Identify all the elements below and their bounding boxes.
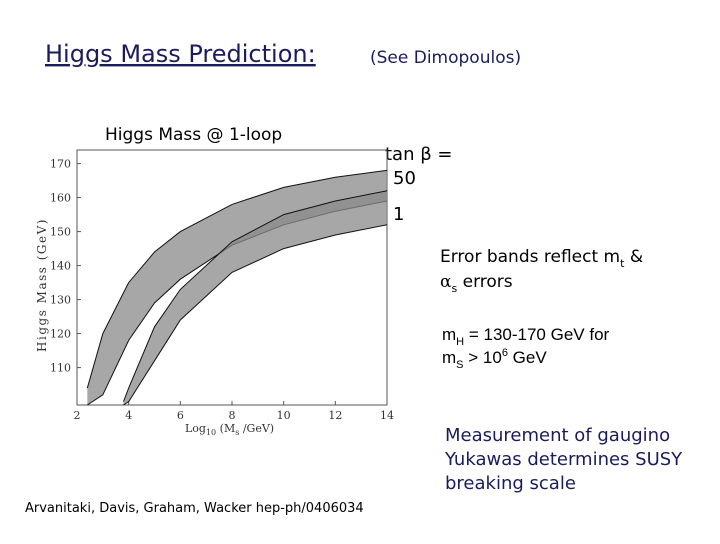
measurement-note: Measurement of gaugino (445, 425, 670, 446)
y-axis-label: Higgs Mass (GeV) (35, 218, 49, 352)
measurement-note: Yukawas determines SUSY (444, 449, 683, 470)
measurement-note: breaking scale (445, 473, 576, 494)
subscript: S (456, 359, 463, 371)
y-tick-label: 110 (50, 362, 71, 375)
band-edge (86, 169, 388, 389)
text: Log (185, 422, 206, 435)
text: m (442, 348, 456, 367)
subscript: 10 (206, 428, 216, 437)
text: = 130-170 GeV for (464, 325, 609, 344)
text: m (442, 325, 456, 344)
y-tick-label: 140 (50, 260, 71, 273)
text: > 10 (464, 348, 502, 367)
subscript: t (620, 257, 625, 270)
tan-50-label: 50 (393, 168, 416, 189)
x-tick-label: 6 (177, 409, 184, 422)
x-tick-label: 8 (229, 409, 236, 422)
mass-note: mH = 130-170 GeV for (442, 325, 610, 348)
x-axis-label: Log10 (Ms /GeV) (185, 422, 274, 437)
subscript: s (451, 282, 457, 295)
error-note: αs errors (440, 272, 513, 295)
x-tick-label: 2 (74, 409, 81, 422)
text: errors (457, 272, 513, 292)
x-tick-label: 12 (328, 409, 342, 422)
text: /GeV) (239, 422, 274, 435)
slide-title: Higgs Mass Prediction: (45, 40, 316, 68)
text: GeV (508, 348, 547, 367)
tan-label: tan β = (385, 144, 453, 165)
band-edge (123, 224, 388, 406)
subscript: s (235, 428, 239, 437)
y-tick-label: 120 (50, 328, 71, 341)
citation: Arvanitaki, Davis, Graham, Wacker hep-ph… (25, 501, 364, 516)
error-note: Error bands reflect mt & (440, 247, 643, 270)
x-tick-label: 14 (380, 409, 394, 422)
y-tick-label: 160 (50, 192, 71, 205)
superscript: 6 (502, 347, 508, 359)
tan-1-label: 1 (393, 204, 404, 225)
x-tick-label: 4 (125, 409, 132, 422)
band-fill (123, 190, 387, 405)
mass-note: mS > 106 GeV (442, 347, 547, 371)
y-tick-label: 130 (50, 294, 71, 307)
text: & (624, 247, 643, 267)
title-note: (See Dimopoulos) (370, 48, 521, 68)
text: α (440, 272, 452, 292)
x-tick-label: 10 (277, 409, 291, 422)
chart-caption: Higgs Mass @ 1-loop (105, 125, 282, 145)
subscript: H (456, 336, 464, 348)
band-fill (87, 170, 387, 405)
band-edge (123, 190, 388, 402)
text: Error bands reflect m (440, 247, 620, 267)
y-tick-label: 150 (50, 226, 71, 239)
text: (M (216, 422, 235, 435)
y-tick-label: 170 (50, 158, 71, 171)
